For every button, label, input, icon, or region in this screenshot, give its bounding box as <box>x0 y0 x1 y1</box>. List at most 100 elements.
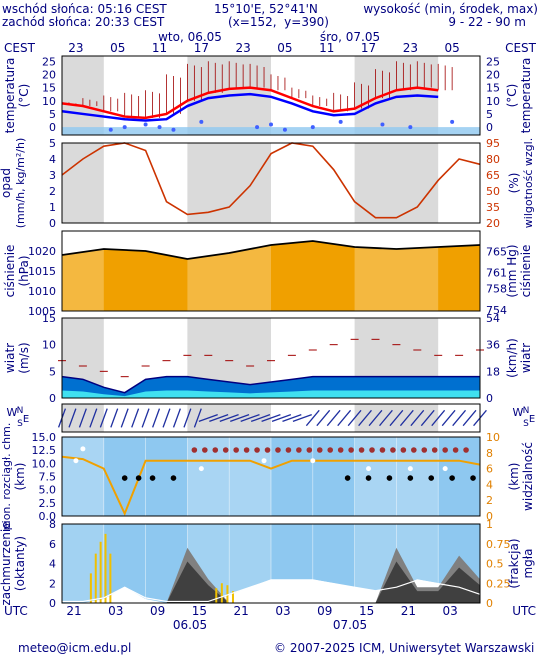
cloud-ytick: 2.5 <box>39 497 57 510</box>
cloudcover-ytick: 4 <box>49 558 56 571</box>
wind-arrow <box>452 409 467 427</box>
cloud-ytick: 5.0 <box>39 484 57 497</box>
bottom-hour-label: 03 <box>108 604 123 618</box>
tz-left-top: CEST <box>4 41 36 55</box>
wind-arrow <box>326 409 341 427</box>
cloud-dot-upper <box>264 447 271 453</box>
temp-dot <box>450 119 455 124</box>
compass-w: W <box>7 406 18 419</box>
wind-arrow <box>230 413 250 423</box>
pressure-label-right: ciśnienie <box>519 245 533 298</box>
pressure-ytick-mmhg: 765 <box>486 245 507 258</box>
visibility-ytick: 4 <box>486 478 493 491</box>
temp-ytick-right: 10 <box>486 95 500 108</box>
panel-frame <box>61 317 481 399</box>
fog-area <box>62 579 480 603</box>
wind-arrow <box>292 413 312 423</box>
night-band <box>354 143 439 223</box>
precip-ytick: 2 <box>49 185 56 198</box>
temperature-line <box>61 86 439 120</box>
wind-ytick-ms: 5 <box>49 365 56 378</box>
cloud-dot-dark <box>470 475 476 481</box>
wind-label-right: wiatr <box>519 343 533 373</box>
wind-arrow <box>250 413 271 423</box>
pressure-ytick-hpa: 1010 <box>28 285 56 298</box>
fog-ytick: 0.25 <box>486 577 511 590</box>
visibility-unit: (km) <box>507 462 521 490</box>
fog-ytick: 0 <box>486 597 493 610</box>
footer-email[interactable]: meteo@icm.edu.pl <box>18 641 132 655</box>
precip-bar <box>231 591 234 603</box>
cloud-dot-dark <box>365 475 372 481</box>
wind-arrow <box>120 408 129 428</box>
wind-ytick-kmh: 54 <box>486 312 500 325</box>
pressure-ytick-hpa: 1015 <box>28 265 56 278</box>
cloud-dot-upper <box>233 447 239 453</box>
cloud-dot-white <box>407 466 413 472</box>
pressure-ytick-mmhg: 761 <box>486 267 507 280</box>
top-hour-label: 23 <box>235 41 250 55</box>
precip-unit: (mm/h, kg/m²/h) <box>14 138 27 229</box>
wind-ytick-ms: 15 <box>42 312 56 325</box>
precip-bar <box>89 573 92 603</box>
humidity-label: wilgotność wzgl. <box>522 138 535 228</box>
dewpoint-line <box>61 92 439 122</box>
temp-ytick-left: 0 <box>49 121 56 134</box>
cloud-dot-dark <box>121 475 128 481</box>
cloud-dot-upper <box>452 447 459 453</box>
day1-label: wto, 06.05 <box>158 30 222 44</box>
sunset-text: zachód słońca: 20:33 CEST <box>2 15 165 29</box>
humidity-unit: (%) <box>507 173 521 194</box>
bottom-hour-label: 21 <box>401 604 416 618</box>
pressure-line <box>61 240 481 260</box>
wind-arrow <box>347 409 362 427</box>
cloud-dot-upper <box>275 447 281 453</box>
wind-arrow <box>261 413 281 423</box>
cloudcover-ytick: 2 <box>49 577 56 590</box>
cloudcover-ytick: 8 <box>49 518 56 531</box>
temp-dot <box>338 119 343 124</box>
cloud-dot-upper <box>390 447 396 453</box>
cloud-dot-upper <box>411 447 417 453</box>
cloud-dot-dark <box>170 475 177 481</box>
cloud-dot-white <box>442 466 448 472</box>
temp-dot <box>269 122 273 127</box>
night-band <box>187 143 271 223</box>
precip-bar <box>109 553 112 603</box>
wind-ytick-kmh: 0 <box>486 392 493 405</box>
temp-unit-left: (°C) <box>17 84 31 108</box>
humidity-ytick: 95 <box>486 137 500 150</box>
top-hour-label: 17 <box>361 41 376 55</box>
humidity-ytick: 20 <box>486 217 500 230</box>
pressure-ytick-mmhg: 758 <box>486 283 507 296</box>
temp-ytick-left: 15 <box>42 82 56 95</box>
night-band <box>187 231 271 311</box>
cloud-unit: (km) <box>13 462 27 490</box>
temp-dot <box>282 127 287 132</box>
temp-dot <box>199 119 204 124</box>
wind-arrow <box>271 413 292 423</box>
cloud-dot-upper <box>400 447 407 453</box>
temp-label-right: temperatura <box>519 58 533 134</box>
cloud-dot-upper <box>421 447 428 453</box>
wind-ytick-kmh: 18 <box>486 365 500 378</box>
humidity-line <box>61 142 481 219</box>
cloud-dot-white <box>310 458 316 464</box>
precip-bar <box>226 585 229 603</box>
elevation-title: wysokość (min, środek, max) <box>363 2 538 16</box>
cloud-dot-upper <box>358 447 365 453</box>
temp-dot <box>157 125 162 130</box>
night-band <box>354 231 439 311</box>
wind-arrow <box>110 408 119 428</box>
temp-dot <box>380 122 385 127</box>
coordinates-text: 15°10'E, 52°41'N <box>214 2 318 16</box>
humidity-ytick: 65 <box>486 169 500 182</box>
cloud-dot-white <box>198 466 204 472</box>
pressure-unit-left: (hPa) <box>17 255 31 286</box>
cloud-dot-upper <box>212 447 219 453</box>
panel-frame <box>61 142 481 224</box>
humidity-ytick: 80 <box>486 153 500 166</box>
bottom-hour-label: 09 <box>150 604 165 618</box>
cloud-dot-dark <box>386 475 393 481</box>
cloud-dot-upper <box>306 447 313 453</box>
